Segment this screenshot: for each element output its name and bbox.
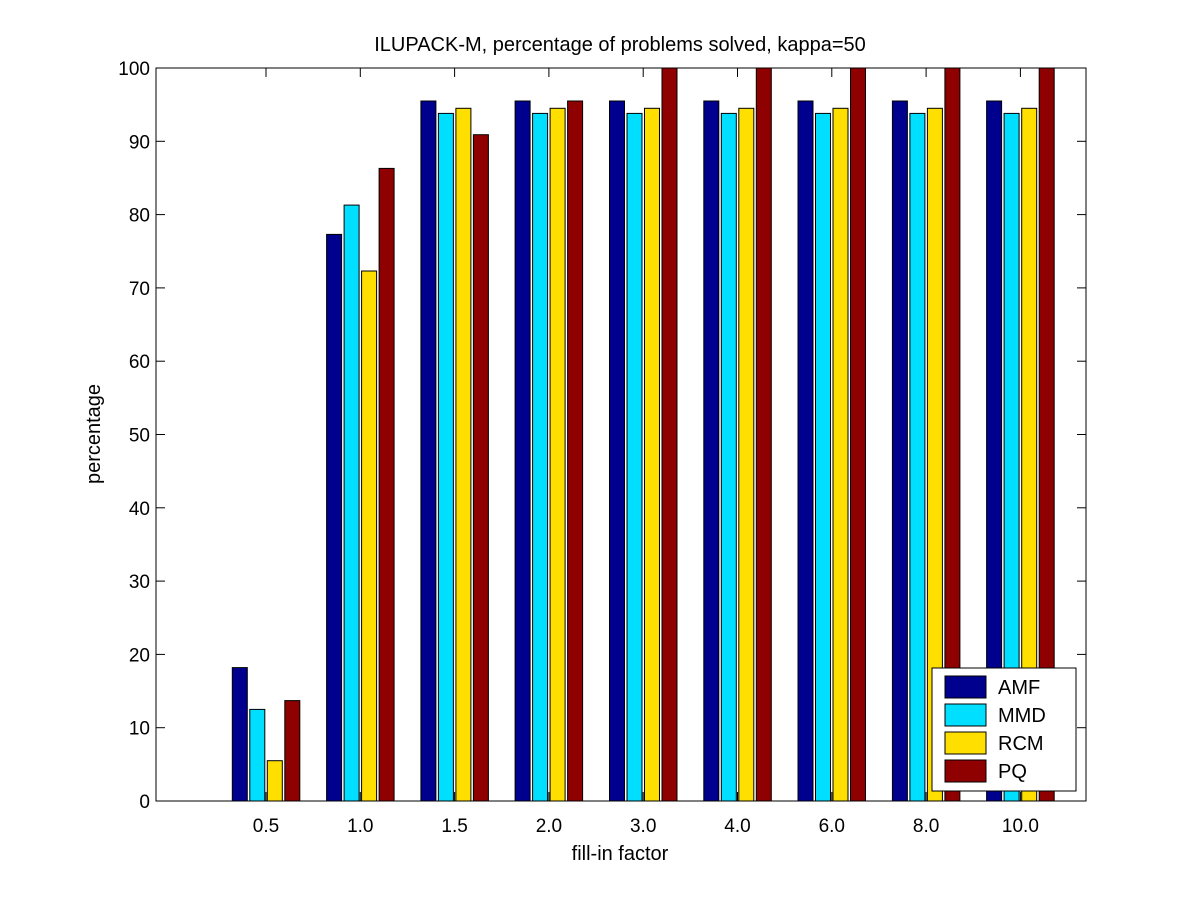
x-tick-label: 0.5	[253, 816, 279, 837]
bar-rcm-3.0	[644, 107, 660, 802]
bar-amf-8.0	[891, 100, 908, 802]
bar-mmd-1.5	[437, 112, 454, 802]
bar-rcm-2.0	[549, 107, 566, 802]
bar-rcm-0.5	[266, 760, 283, 802]
y-tick-label: 70	[129, 279, 150, 300]
legend-swatch-amf	[944, 675, 987, 699]
x-axis: 0.5 1.0 1.5 2.0 3.0 4.0 6.0 8.0 10.0	[253, 68, 1039, 837]
x-tick-label: 2.0	[536, 816, 562, 837]
bar-rcm-1.0	[361, 270, 378, 802]
bar-pq-3.0	[661, 67, 678, 802]
legend-label-rcm: RCM	[998, 733, 1044, 755]
x-tick-label: 1.5	[441, 816, 467, 837]
bar-rcm-1.5	[455, 107, 472, 802]
bar-pq-6.0	[850, 67, 866, 802]
legend-label-amf: AMF	[998, 677, 1040, 699]
bar-mmd-1.0	[343, 204, 360, 802]
bar-amf-0.5	[231, 667, 248, 802]
x-tick-label: 1.0	[347, 816, 373, 837]
y-tick-label: 40	[129, 499, 150, 520]
legend-swatch-mmd	[944, 703, 987, 727]
legend-label-pq: PQ	[998, 761, 1027, 783]
bar-mmd-8.0	[909, 112, 926, 802]
bar-mmd-2.0	[532, 112, 549, 802]
x-axis-label: fill-in factor	[572, 843, 669, 865]
bar-rcm-4.0	[738, 107, 755, 802]
bar-amf-2.0	[514, 100, 531, 802]
bar-pq-2.0	[567, 100, 584, 802]
bar-pq-4.0	[755, 67, 772, 802]
bar-amf-4.0	[703, 100, 720, 802]
y-tick-label: 90	[129, 132, 150, 153]
legend-swatch-pq	[944, 759, 987, 783]
bar-mmd-6.0	[815, 112, 831, 802]
bars-layer	[231, 67, 1055, 802]
bar-rcm-6.0	[832, 107, 849, 802]
y-tick-label: 50	[129, 426, 150, 447]
x-tick-label: 6.0	[819, 816, 845, 837]
bar-mmd-4.0	[720, 112, 737, 802]
legend: AMF MMD RCM PQ	[931, 667, 1077, 792]
y-tick-label: 30	[129, 572, 150, 593]
bar-pq-1.5	[472, 134, 489, 802]
bar-pq-0.5	[284, 700, 301, 802]
x-tick-label: 4.0	[724, 816, 750, 837]
legend-swatch-rcm	[944, 731, 987, 755]
bar-amf-1.0	[326, 233, 343, 802]
x-tick-label: 8.0	[913, 816, 939, 837]
y-tick-label: 10	[129, 719, 150, 740]
y-tick-label: 100	[118, 59, 150, 80]
bar-amf-1.5	[420, 100, 437, 802]
y-tick-label: 0	[139, 792, 150, 813]
bar-amf-3.0	[609, 100, 625, 802]
bar-amf-6.0	[797, 100, 814, 802]
x-tick-label: 3.0	[630, 816, 656, 837]
bar-mmd-0.5	[249, 708, 266, 802]
bar-mmd-3.0	[626, 112, 643, 802]
y-tick-label: 20	[129, 645, 150, 666]
y-tick-label: 80	[129, 206, 150, 227]
y-tick-label: 60	[129, 352, 150, 373]
y-axis-label: percentage	[83, 384, 105, 484]
bar-pq-1.0	[378, 167, 395, 802]
x-tick-label: 10.0	[1002, 816, 1039, 837]
chart-title: ILUPACK-M, percentage of problems solved…	[374, 34, 866, 56]
y-axis: 0 10 20 30 40 50 60 70 80 90 100	[118, 59, 1086, 813]
legend-label-mmd: MMD	[998, 705, 1046, 727]
